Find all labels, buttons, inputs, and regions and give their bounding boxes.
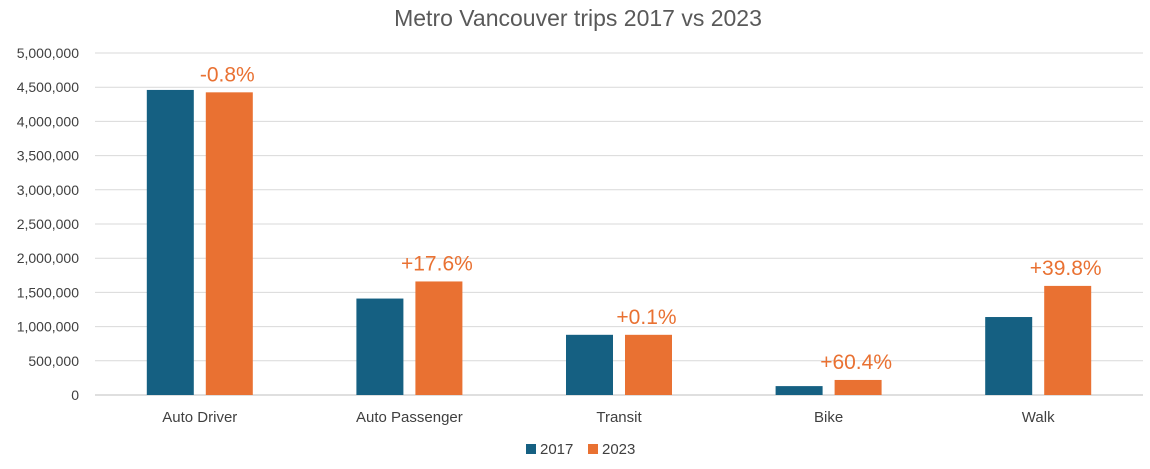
bar-2017-transit: [566, 334, 613, 395]
percent-change-label: -0.8%: [200, 63, 255, 86]
y-tick-label: 3,000,000: [17, 182, 79, 198]
percent-change-label: +60.4%: [820, 351, 892, 374]
bar-2023-bike: [834, 379, 882, 395]
bar-2023-transit: [625, 334, 672, 395]
x-category-label: Walk: [1022, 409, 1055, 426]
bar-2017-bike: [775, 386, 823, 395]
gridlines: [95, 52, 1143, 396]
bar-2017-walk: [985, 317, 1033, 395]
y-tick-label: 500,000: [28, 353, 79, 369]
x-category-label: Auto Passenger: [356, 409, 463, 426]
y-tick-label: 4,500,000: [17, 79, 79, 95]
y-tick-label: 3,500,000: [17, 148, 79, 164]
percent-change-label: +17.6%: [401, 252, 473, 275]
percent-change-label: +0.1%: [616, 306, 676, 329]
percent-change-labels: -0.8% +17.6% +0.1% +60.4% +39.8%: [200, 63, 1102, 374]
x-category-label: Transit: [596, 409, 642, 426]
bar-2017-auto-driver: [146, 89, 194, 395]
legend-swatch-2023: [588, 444, 598, 454]
bar-2023-walk: [1044, 285, 1092, 395]
x-category-label: Bike: [814, 409, 843, 426]
legend-label-2023: 2023: [602, 441, 635, 458]
y-tick-label: 4,000,000: [17, 113, 79, 129]
y-axis-tick-labels: 0 500,000 1,000,000 1,500,000 2,000,000 2,500…: [17, 45, 80, 403]
legend-label-2017: 2017: [540, 441, 573, 458]
y-tick-label: 0: [71, 387, 79, 403]
bars: [146, 89, 1092, 395]
y-tick-label: 2,000,000: [17, 250, 79, 266]
percent-change-label: +39.8%: [1030, 257, 1102, 280]
bar-2023-auto-driver: [205, 92, 253, 395]
legend: 2017 2023: [526, 441, 635, 458]
x-axis-category-labels: Auto Driver Auto Passenger Transit Bike Walk: [162, 409, 1055, 426]
y-tick-label: 1,500,000: [17, 284, 79, 300]
y-tick-label: 1,000,000: [17, 319, 79, 335]
bar-2023-auto-passenger: [415, 281, 463, 395]
y-tick-label: 5,000,000: [17, 45, 79, 61]
chart-title: Metro Vancouver trips 2017 vs 2023: [394, 5, 762, 31]
y-tick-label: 2,500,000: [17, 216, 79, 232]
legend-swatch-2017: [526, 444, 536, 454]
bar-2017-auto-passenger: [356, 298, 404, 395]
x-category-label: Auto Driver: [162, 409, 237, 426]
